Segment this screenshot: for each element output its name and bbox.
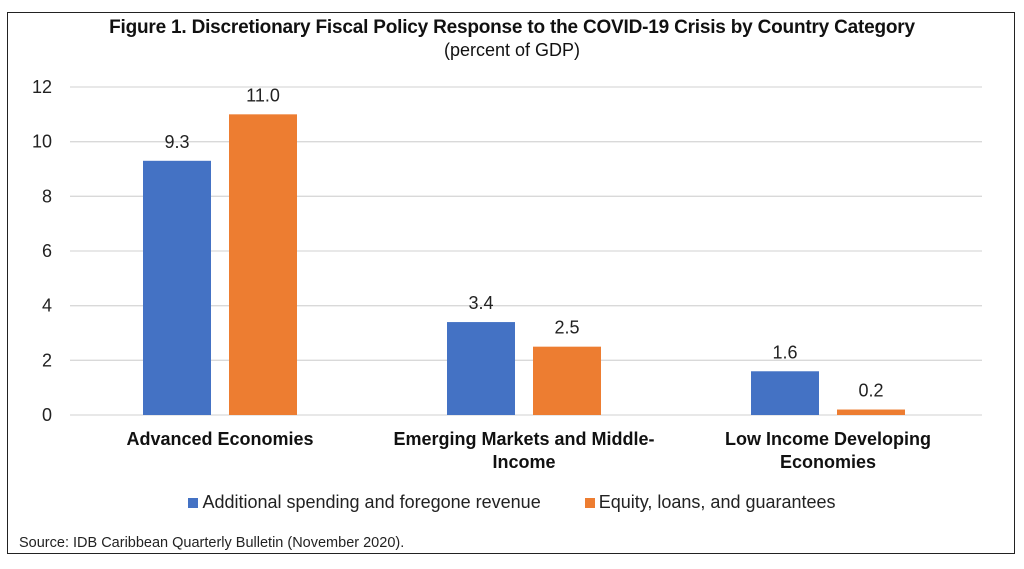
bar [533,346,601,415]
data-label: 3.4 [468,293,493,313]
legend-label-spending: Additional spending and foregone revenue [202,492,541,512]
bar [229,114,297,415]
x-tick-label: Income [492,452,555,472]
data-label: 2.5 [554,318,579,338]
legend-label-equity: Equity, loans, and guarantees [598,492,836,512]
x-tick-label: Economies [780,452,876,472]
y-tick-label: 6 [42,241,52,261]
y-tick-label: 12 [32,77,52,97]
y-tick-label: 10 [32,132,52,152]
source-note: Source: IDB Caribbean Quarterly Bulletin… [19,535,405,551]
x-tick-label: Emerging Markets and Middle- [393,429,654,449]
y-tick-label: 4 [42,296,52,316]
chart-title: Figure 1. Discretionary Fiscal Policy Re… [109,17,915,38]
bar [751,371,819,415]
bar [837,409,905,415]
legend-item-spending: Additional spending and foregone revenue [188,492,541,513]
x-tick-label: Low Income Developing [725,429,931,449]
bar [447,322,515,415]
legend-swatch-equity [584,497,595,508]
legend: Additional spending and foregone revenue… [0,492,1024,513]
x-tick-label: Advanced Economies [126,429,313,449]
y-tick-label: 0 [42,405,52,425]
legend-swatch-spending [188,497,199,508]
data-label: 9.3 [164,132,189,152]
y-tick-label: 2 [42,350,52,370]
bar [143,160,211,415]
data-label: 0.2 [858,381,883,401]
chart-subtitle: (percent of GDP) [443,40,581,60]
data-label: 11.0 [246,85,280,105]
legend-item-equity: Equity, loans, and guarantees [584,492,836,513]
data-label: 1.6 [772,342,797,362]
y-tick-label: 8 [42,186,52,206]
